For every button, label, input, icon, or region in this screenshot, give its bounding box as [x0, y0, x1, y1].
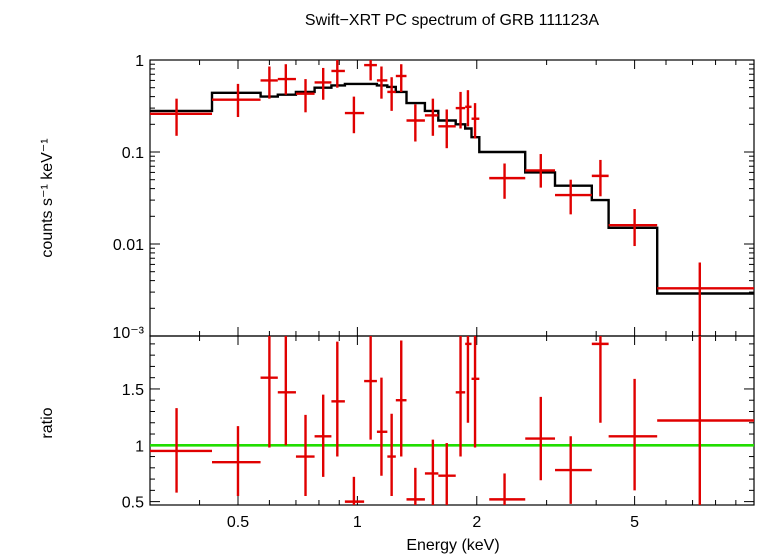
spectrum-data-point — [438, 109, 456, 149]
spectrum-data-point — [395, 64, 407, 92]
ratio-data-point — [471, 336, 480, 448]
ratio-data-point — [608, 378, 658, 491]
spectrum-y-axis-label: counts s⁻¹ keV⁻¹ — [39, 138, 56, 257]
spectrum-data-point — [314, 67, 332, 100]
x-axis-label: Energy (keV) — [406, 537, 499, 554]
spectrum-y-tick-label: 0.1 — [122, 145, 144, 162]
ratio-data-point — [657, 336, 754, 505]
spectrum-data-point — [277, 64, 296, 95]
spectrum-data-point — [657, 262, 754, 336]
spectrum-data-point — [471, 103, 480, 139]
spectrum-y-tick-label: 10⁻³ — [112, 325, 144, 342]
x-tick-label: 5 — [630, 514, 639, 531]
ratio-data-point — [489, 473, 526, 505]
ratio-y-tick-label: 1 — [135, 438, 144, 455]
ratio-data-point — [150, 408, 213, 493]
spectrum-data-point — [331, 60, 345, 88]
ratio-data-point — [525, 396, 556, 481]
spectrum-data-point — [260, 66, 278, 99]
spectrum-data-point — [591, 159, 609, 197]
ratio-data-point — [395, 340, 407, 457]
spectrum-data-point — [608, 209, 658, 247]
ratio-data-point — [314, 394, 332, 477]
spectrum-data-point — [364, 60, 377, 81]
ratio-data-point — [212, 426, 261, 496]
ratio-data-point — [260, 336, 278, 448]
spectrum-data-point — [344, 96, 365, 134]
spectrum-data-point — [150, 98, 213, 136]
spectrum-data-point — [406, 104, 425, 142]
ratio-y-axis-label: ratio — [39, 407, 56, 438]
spectrum-data-point — [489, 163, 526, 199]
ratio-panel: 0.5 1 2 5 0.5 1 1.5 — [122, 335, 755, 531]
ratio-data-point — [376, 377, 388, 476]
ratio-data-point — [344, 476, 365, 505]
ratio-data-point — [331, 341, 345, 457]
spectrum-data-point — [555, 179, 592, 215]
x-tick-label: 2 — [472, 514, 481, 531]
ratio-data-point — [424, 439, 439, 505]
ratio-data-point — [555, 436, 592, 504]
x-tick-label: 1 — [353, 514, 362, 531]
chart-title: Swift−XRT PC spectrum of GRB 111123A — [305, 12, 600, 29]
ratio-data-point — [455, 336, 466, 457]
ratio-y-tick-label: 0.5 — [122, 495, 144, 512]
ratio-data-point — [591, 336, 609, 423]
spectrum-panel: 1 0.1 0.01 10⁻³ — [112, 53, 755, 342]
ratio-data-point — [387, 413, 396, 496]
x-tick-label: 0.5 — [227, 514, 249, 531]
ratio-data-point — [438, 443, 456, 505]
spectrum-data-point — [387, 77, 396, 111]
spectrum-data-point — [455, 91, 466, 129]
spectrum-data-point — [424, 98, 439, 136]
spectrum-y-tick-label: 0.01 — [113, 237, 144, 254]
ratio-data-point — [295, 414, 315, 496]
model-step-line — [150, 82, 754, 295]
spectrum-data-point — [376, 66, 388, 99]
ratio-data-point — [364, 336, 377, 440]
ratio-y-tick-label: 1.5 — [122, 382, 144, 399]
spectrum-data-point — [295, 79, 315, 113]
ratio-data-point — [277, 336, 296, 446]
ratio-data-point — [406, 467, 425, 505]
spectrum-y-tick-label: 1 — [135, 53, 144, 70]
ratio-data-point — [465, 336, 472, 423]
spectrum-data-point — [465, 90, 472, 127]
spectrum-data-point — [212, 83, 261, 118]
spectrum-data-point — [525, 154, 556, 188]
